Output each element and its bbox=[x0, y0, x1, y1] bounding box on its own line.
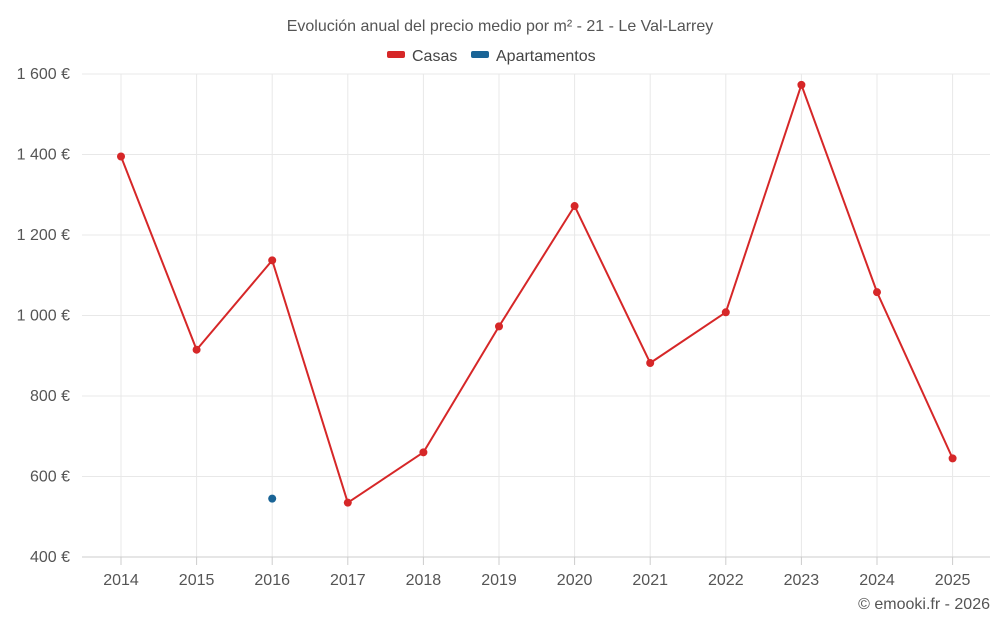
data-point-casas-2022[interactable] bbox=[721, 308, 730, 317]
y-tick-label: 800 € bbox=[30, 388, 70, 405]
data-point-casas-2021[interactable] bbox=[646, 358, 655, 367]
legend-swatch-apartamentos bbox=[471, 51, 489, 58]
x-tick-label: 2017 bbox=[330, 572, 366, 589]
y-tick-label: 1 200 € bbox=[17, 227, 70, 244]
x-tick-label: 2024 bbox=[859, 572, 895, 589]
data-point-casas-2018[interactable] bbox=[419, 448, 428, 457]
grid bbox=[82, 73, 990, 557]
chart-title: Evolución anual del precio medio por m² … bbox=[287, 18, 714, 35]
legend-swatch-casas bbox=[387, 51, 405, 58]
data-point-casas-2019[interactable] bbox=[495, 322, 503, 331]
y-tick-label: 400 € bbox=[30, 549, 70, 566]
y-tick-label: 1 000 € bbox=[17, 308, 70, 325]
x-tick-label: 2019 bbox=[481, 572, 517, 589]
credit-text: © emooki.fr - 2026 bbox=[858, 596, 990, 613]
x-tick-label: 2025 bbox=[935, 572, 971, 589]
data-point-casas-2015[interactable] bbox=[192, 345, 201, 354]
x-tick-label: 2015 bbox=[179, 572, 215, 589]
x-tick-label: 2020 bbox=[557, 572, 593, 589]
x-tick-label: 2018 bbox=[406, 572, 442, 589]
axes: 400 € 600 € 800 € 1 000 € 1 200 € 1 400 € 1 60… bbox=[17, 66, 990, 589]
series-line-casas bbox=[120, 83, 954, 504]
data-point-casas-2020[interactable] bbox=[570, 202, 579, 211]
data-point-casas-2016[interactable] bbox=[268, 256, 277, 265]
data-point-casas-2017[interactable] bbox=[343, 498, 352, 507]
y-tick-label: 600 € bbox=[30, 469, 70, 486]
y-tick-label: 1 400 € bbox=[17, 147, 70, 164]
y-tick-label: 1 600 € bbox=[17, 66, 70, 83]
series-casas bbox=[117, 80, 957, 507]
legend: Casas Apartamentos bbox=[387, 48, 596, 65]
series bbox=[117, 80, 957, 507]
legend-label-apartamentos[interactable]: Apartamentos bbox=[496, 48, 596, 65]
series-apartamentos bbox=[268, 494, 277, 503]
x-tick-label: 2016 bbox=[254, 572, 290, 589]
x-tick-label: 2023 bbox=[784, 572, 820, 589]
x-tick-label: 2022 bbox=[708, 572, 744, 589]
data-point-casas-2024[interactable] bbox=[873, 288, 881, 297]
data-point-casas-2025[interactable] bbox=[948, 454, 957, 463]
data-point-casas-2014[interactable] bbox=[117, 152, 125, 161]
x-tick-label: 2021 bbox=[632, 572, 668, 589]
x-tick-label: 2014 bbox=[103, 572, 139, 589]
data-point-casas-2023[interactable] bbox=[797, 80, 806, 89]
data-point-apartamentos-2016[interactable] bbox=[268, 494, 277, 503]
legend-label-casas[interactable]: Casas bbox=[412, 48, 457, 65]
